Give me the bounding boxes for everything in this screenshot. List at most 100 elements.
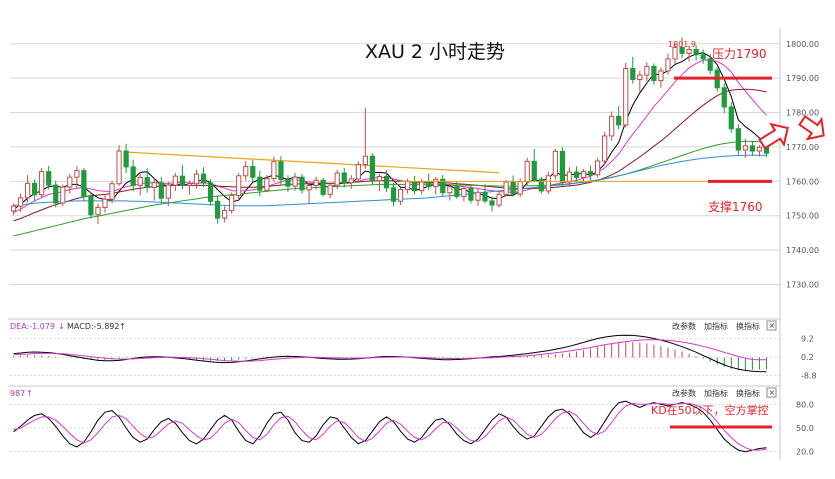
kd-up-arrow-icon: ↑ — [26, 389, 33, 398]
candle — [264, 174, 270, 193]
candle — [672, 43, 678, 64]
candle-body — [749, 145, 756, 152]
candle — [214, 196, 221, 224]
candle — [756, 145, 763, 157]
candle — [545, 171, 551, 195]
candle — [88, 192, 94, 219]
candle — [109, 180, 115, 204]
macd-dea-label: DEA:-1.079 — [10, 322, 55, 331]
candle — [144, 168, 150, 193]
candle-body — [390, 187, 397, 202]
candle — [426, 173, 432, 191]
candle — [559, 147, 566, 186]
candle-body — [552, 150, 558, 177]
candle-body — [447, 186, 453, 194]
price-tick-label: 1770.00 — [786, 143, 819, 152]
candle-body — [109, 183, 115, 200]
price-tick-label: 1740.00 — [786, 246, 819, 255]
candle — [587, 165, 594, 181]
candle — [496, 190, 502, 208]
candle-body — [271, 161, 277, 180]
candle-body — [503, 181, 509, 195]
candle — [172, 173, 178, 191]
close-icon — [766, 320, 777, 331]
panel-button[interactable]: 加指标 — [704, 388, 728, 398]
candle-body — [334, 172, 340, 186]
candle-body — [482, 191, 488, 202]
candle-body — [475, 191, 481, 201]
panel-button[interactable]: 加指标 — [704, 321, 728, 331]
candle — [10, 203, 17, 216]
candle-body — [412, 181, 418, 192]
kd-d-line — [13, 402, 767, 451]
candle-body — [496, 193, 502, 206]
candle-body — [74, 170, 80, 178]
ma-line-ma5 — [13, 52, 767, 210]
descending-trendline — [126, 151, 500, 174]
candle — [299, 174, 305, 194]
candle — [412, 175, 418, 195]
candle — [679, 37, 685, 58]
candle — [383, 169, 390, 192]
candle-body — [559, 150, 566, 183]
candle — [158, 176, 164, 204]
candle-body — [426, 181, 432, 187]
candle — [531, 148, 537, 183]
candle — [566, 167, 573, 187]
price-axis: 1800.00 1790.00 1780.00 1770.00 1760.00 1750.… — [786, 40, 819, 290]
candle-body — [81, 170, 87, 197]
candle — [257, 170, 263, 197]
candle — [186, 180, 193, 195]
candle-body — [327, 184, 333, 195]
ma-line-ma40 — [13, 140, 767, 237]
panel-button[interactable]: 换指标 — [736, 321, 760, 331]
panel-button[interactable]: 改参数 — [672, 388, 696, 398]
candle — [81, 167, 87, 201]
candle-body — [24, 182, 31, 199]
candle-body — [130, 166, 136, 186]
candle-body — [151, 182, 157, 189]
candle-body — [383, 176, 390, 189]
candle — [355, 161, 361, 182]
candle — [95, 203, 101, 224]
candle-body — [433, 178, 439, 187]
candle-body — [292, 176, 298, 187]
candle — [32, 179, 38, 202]
candle — [742, 138, 748, 158]
panel-button[interactable]: 改参数 — [672, 321, 696, 331]
ma-line-ma20 — [13, 88, 767, 222]
candle — [728, 101, 734, 133]
candle-body — [756, 146, 763, 152]
kd-plot — [13, 400, 767, 453]
candle — [475, 188, 481, 206]
candle — [594, 157, 601, 178]
panel-button[interactable]: 换指标 — [736, 388, 760, 398]
dea-down-arrow-icon: ↓ — [58, 322, 65, 331]
candle-body — [200, 173, 207, 184]
kd-k-line — [13, 400, 767, 453]
candle-body — [320, 179, 326, 195]
candle — [278, 156, 284, 185]
high-price-label: 1801.9 — [668, 40, 696, 49]
candle — [200, 167, 207, 188]
kd-axis: 80.0 50.0 20.0 — [796, 400, 814, 456]
price-tick-label: 1800.00 — [786, 40, 819, 49]
candle-body — [46, 171, 52, 186]
candle-body — [587, 171, 594, 176]
macd-panel-buttons: 改参数 加指标 换指标 ✕ — [672, 320, 777, 331]
candle — [320, 178, 326, 197]
candle-body — [229, 194, 235, 212]
candle — [17, 193, 24, 212]
candle-body — [299, 176, 305, 191]
macd-axis: 9.2 0.2 -8.8 — [801, 335, 817, 381]
candle-body — [285, 179, 291, 187]
candle-body — [32, 182, 38, 196]
candle — [433, 176, 439, 195]
macd-dif-line — [13, 334, 767, 373]
candle-body — [679, 47, 685, 54]
macd-tick-label: -8.8 — [801, 371, 817, 380]
candle — [130, 159, 136, 192]
kd-tick-label: 50.0 — [796, 424, 814, 433]
candle-body — [545, 175, 551, 192]
candle — [243, 161, 249, 181]
